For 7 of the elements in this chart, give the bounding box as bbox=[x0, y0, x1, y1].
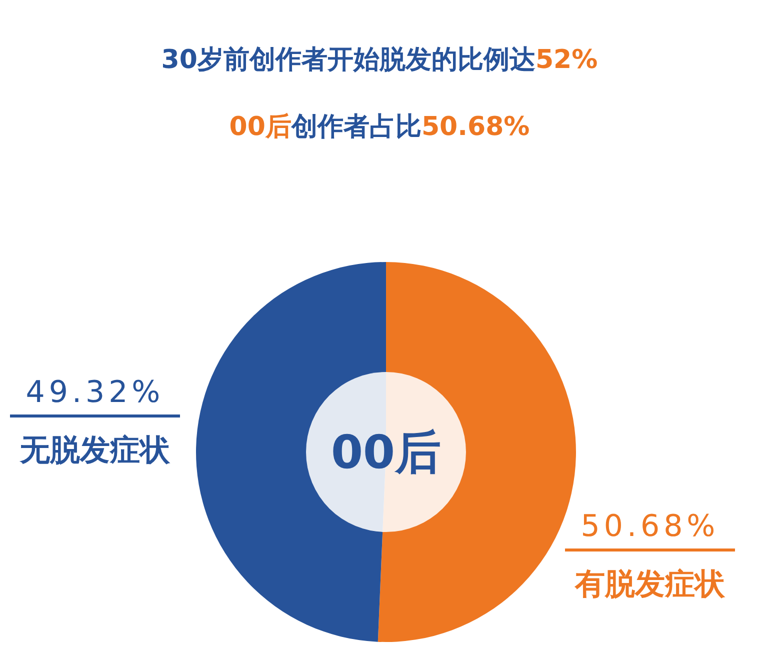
data-label: 50.68% bbox=[580, 509, 720, 544]
chart-subtitle: 00后创作者占比50.68% bbox=[229, 112, 530, 142]
chart-title: 30岁前创作者开始脱发的比例达52% bbox=[161, 45, 598, 75]
slice-label: 无脱发症状 bbox=[19, 433, 171, 468]
slice-label: 有脱发症状 bbox=[574, 567, 726, 602]
data-label: 49.32% bbox=[26, 375, 164, 410]
text: 00后 bbox=[330, 425, 442, 479]
